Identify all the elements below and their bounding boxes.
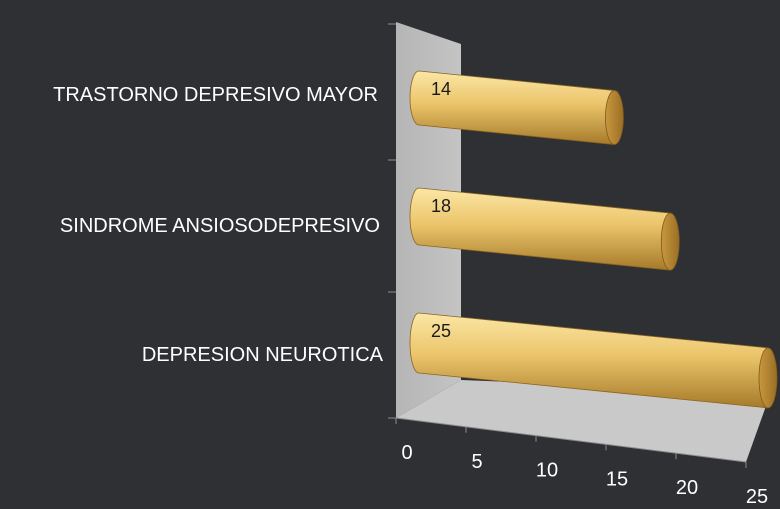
bar [409,187,680,271]
x-tick-label: 25 [746,486,768,508]
x-tick-label: 10 [536,460,558,482]
x-tick-label: 0 [401,442,412,464]
bar [409,70,624,145]
bar [409,312,778,409]
data-label: 14 [431,79,451,99]
x-tick-label: 5 [471,451,482,473]
category-label: DEPRESION NEUROTICA [142,344,384,366]
x-tick-label: 20 [676,477,698,499]
x-tick-label: 15 [606,468,628,490]
bar-body [409,312,769,409]
data-label: 25 [431,321,451,341]
data-label: 18 [431,196,451,216]
bar-end-cap [660,212,680,271]
bar-end-cap [758,347,778,409]
bar-end-cap [605,90,624,145]
bar-body [409,70,615,145]
x-axis-line [395,417,747,463]
bar-body [409,187,671,271]
chart-floor [396,380,771,462]
category-label: SINDROME ANSIOSODEPRESIVO [60,215,380,237]
category-label: TRASTORNO DEPRESIVO MAYOR [53,84,378,106]
